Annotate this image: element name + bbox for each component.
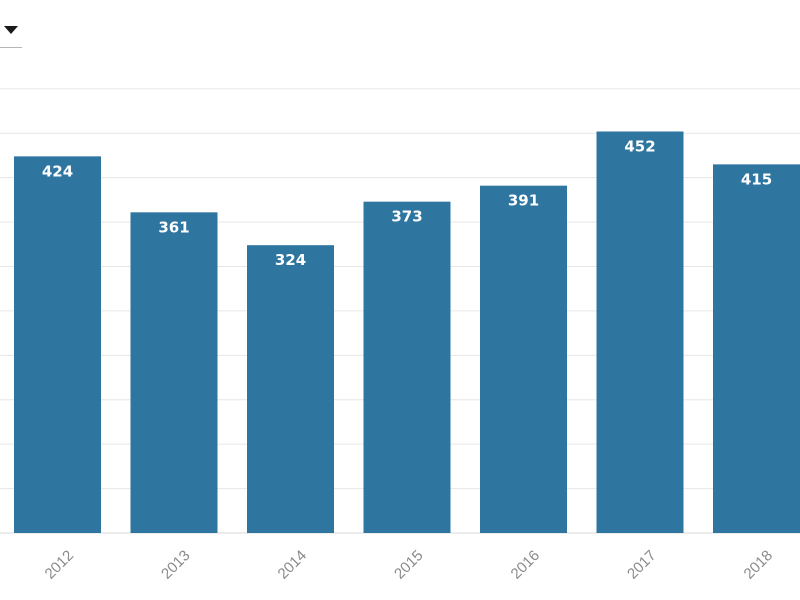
x-tick-label: 2013 <box>158 547 194 583</box>
bars <box>14 131 800 534</box>
bar-2014[interactable] <box>247 245 334 533</box>
bar-2016[interactable] <box>480 185 567 534</box>
x-tick-label: 2017 <box>624 547 660 583</box>
bar-value-label: 324 <box>275 251 306 269</box>
x-tick-label: 2014 <box>275 547 311 583</box>
bar-value-label: 415 <box>741 170 772 188</box>
chevron-down-icon[interactable] <box>4 26 18 34</box>
bar-value-label: 361 <box>158 218 189 236</box>
bar-value-label: 391 <box>508 192 539 210</box>
bar-2012[interactable] <box>14 156 101 534</box>
x-tick-label: 2015 <box>391 547 427 583</box>
dropdown-underline <box>0 47 22 48</box>
bar-2015[interactable] <box>363 201 451 533</box>
x-axis-tick-labels: 2012 2013 2014 2015 2016 2017 2018 <box>42 547 777 583</box>
x-tick-label: 2012 <box>42 547 78 583</box>
bar-2018[interactable] <box>713 164 800 533</box>
x-tick-label: 2018 <box>741 547 777 583</box>
bar-value-label: 373 <box>391 208 422 226</box>
bar-2017[interactable] <box>596 131 684 533</box>
bar-value-label: 424 <box>42 162 73 180</box>
bar-value-label: 452 <box>624 137 655 155</box>
bar-2013[interactable] <box>130 212 218 533</box>
x-tick-label: 2016 <box>508 547 544 583</box>
bar-data-labels: 424 361 324 373 391 452 415 <box>42 137 772 269</box>
